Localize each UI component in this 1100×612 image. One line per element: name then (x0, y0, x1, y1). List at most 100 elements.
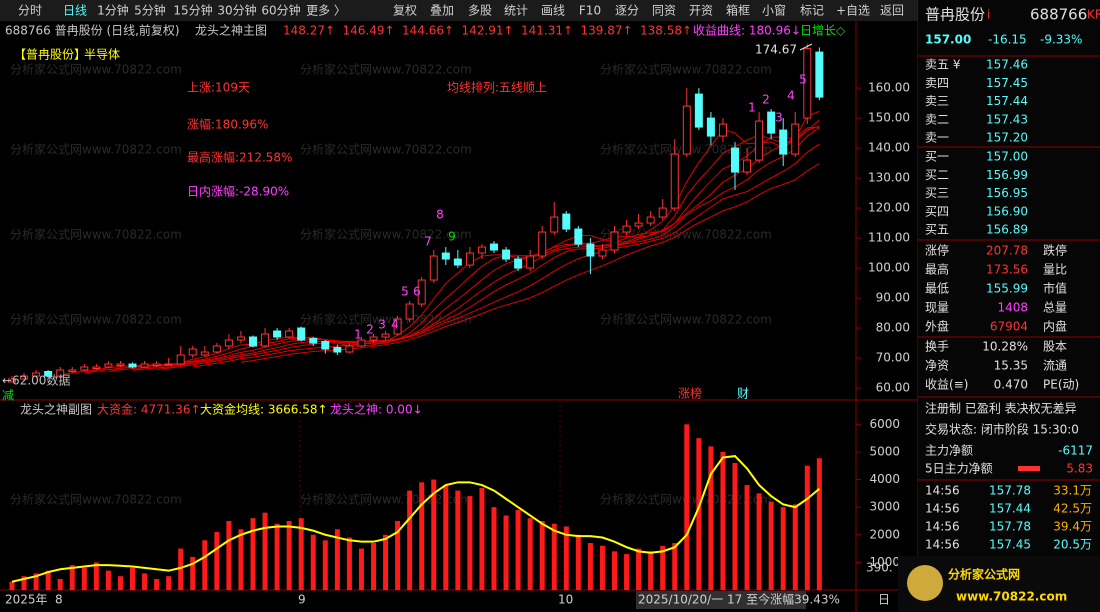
toolbar-button[interactable]: 分时 (18, 4, 42, 18)
toolbar-button[interactable]: 标记 (800, 4, 824, 18)
toolbar-button[interactable]: 复权 (393, 4, 417, 18)
volume-bar (539, 520, 545, 590)
y-tick-label: 6000 (869, 417, 900, 431)
toolbar-button[interactable]: 日线 (63, 4, 87, 18)
trade-price: 157.44 (989, 502, 1031, 516)
stat-label: 最低 (925, 282, 949, 296)
watermark: 分析家公式网www.70822.com (300, 492, 472, 507)
candle-body (285, 330, 294, 338)
candle-body (550, 216, 559, 233)
candle-body (815, 51, 824, 98)
toolbar-button[interactable]: 小窗 (762, 4, 786, 18)
volume-bar (479, 487, 485, 590)
quote-panel (918, 0, 1100, 612)
toolbar-button[interactable]: F10 (579, 4, 601, 18)
book-label: 卖四 (925, 76, 949, 90)
last-price: 157.00 (925, 33, 971, 47)
badge: 财 (737, 387, 749, 401)
fin-label: 换手 (925, 340, 949, 354)
sector: 半导体 (84, 48, 120, 62)
volume-bar (768, 501, 774, 590)
wave-label: 3 (378, 318, 386, 332)
candle-body (333, 347, 342, 353)
candle-body (731, 147, 739, 173)
candle-body (646, 216, 655, 224)
level-value: 139.87↑ (581, 24, 633, 38)
volume-bar (612, 551, 617, 590)
candle-body (622, 225, 631, 233)
stat-value: 1408 (997, 301, 1028, 315)
toolbar-button[interactable]: 箱框 (726, 3, 750, 18)
x-label: 日 (878, 593, 890, 607)
watermark: 分析家公式网www.70822.com (300, 142, 472, 157)
wave-label: 4 (391, 318, 399, 332)
candle-body (104, 363, 113, 368)
ma-line (156, 127, 820, 370)
volume-bar (599, 545, 605, 590)
candle-body (562, 213, 571, 230)
y-tick-label: 140.00 (868, 141, 910, 155)
annotation: 最高涨幅:212.58% (187, 150, 292, 165)
toolbar-button[interactable]: 逐分 (615, 4, 639, 18)
candle-body (694, 93, 703, 128)
legend: 大资金: 4771.36↑ (97, 402, 201, 417)
volume-bar (238, 529, 244, 590)
toolbar-button[interactable]: 更多 〉 (306, 4, 346, 18)
candle-body (574, 228, 583, 245)
volume-bar (527, 518, 533, 590)
volume-bar (154, 578, 160, 590)
toolbar-button[interactable]: 多股 (468, 4, 492, 18)
toolbar-button[interactable]: 60分钟 (261, 3, 300, 18)
volume-bar (575, 534, 581, 590)
volume-bar (792, 504, 798, 590)
trade-time: 14:56 (925, 538, 960, 552)
toolbar-button[interactable]: 15分钟 (173, 3, 212, 18)
volume-bar (503, 515, 509, 590)
toolbar-button[interactable]: 返回 (880, 4, 904, 18)
candle-body (44, 371, 53, 377)
trade-time: 14:56 (925, 484, 960, 498)
toolbar-button[interactable]: +自选 (836, 4, 870, 18)
candle-body (357, 339, 366, 347)
candle-body (634, 222, 643, 227)
volume-bar (322, 540, 328, 590)
wave-label: 1 (354, 328, 362, 342)
candle-body (32, 372, 41, 377)
toolbar-button[interactable]: 同资 (652, 4, 676, 18)
volume-bar (708, 446, 714, 590)
candle-body (477, 246, 486, 254)
candle-body (224, 339, 233, 347)
ma-line (84, 119, 820, 374)
level-value: 148.27↑ (283, 24, 335, 38)
volume-bar (21, 576, 27, 590)
toolbar-button[interactable]: 开资 (689, 4, 713, 18)
toolbar-button[interactable]: 叠加 (430, 4, 454, 18)
toolbar-button[interactable]: 画线 (541, 4, 565, 18)
trade-volume: 39.4万 (1053, 520, 1092, 534)
volume-bar (346, 537, 352, 590)
toolbar-button[interactable]: 30分钟 (217, 3, 256, 18)
ma-line (132, 126, 820, 371)
ma-line (108, 125, 820, 372)
candle-body (92, 366, 101, 370)
wave-label: 2 (366, 323, 374, 337)
candle-body (68, 369, 77, 373)
volume-bar (142, 573, 148, 590)
legend: 龙头之神: 0.00↓ (330, 403, 423, 417)
flow-value: -6117 (1058, 444, 1093, 458)
y-tick-label: 3000 (869, 500, 900, 514)
candle-body (261, 333, 270, 347)
candle-body (212, 345, 221, 353)
book-price: 157.44 (986, 94, 1028, 108)
candle-body (706, 117, 715, 137)
toolbar-button[interactable]: 5分钟 (134, 3, 166, 18)
volume-bar (551, 523, 557, 590)
toolbar-button[interactable]: 统计 (504, 4, 528, 18)
toolbar-bg (0, 0, 918, 21)
toolbar-button[interactable]: 1分钟 (97, 3, 129, 18)
volume-bar (286, 520, 292, 590)
candle-body (236, 336, 245, 341)
watermark: 分析家公式网www.70822.com (300, 227, 472, 242)
candle-body (321, 341, 330, 350)
